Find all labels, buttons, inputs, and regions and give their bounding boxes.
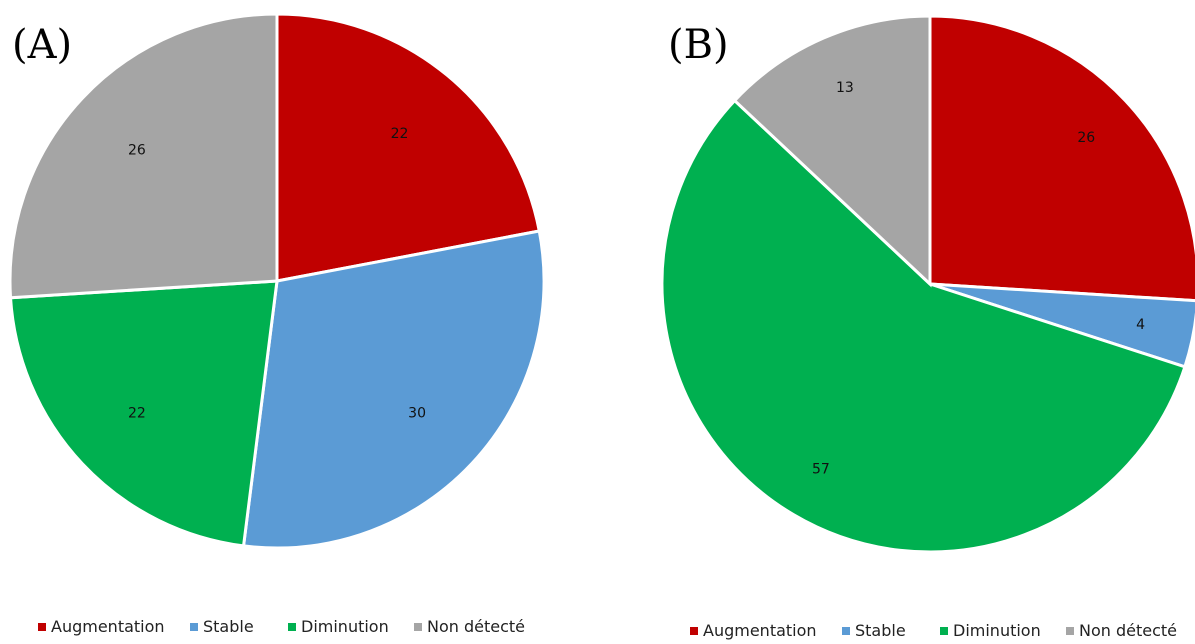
- legend-a: Augmentation Stable Diminution Non détecté: [38, 617, 525, 636]
- legend-swatch-non-detecte: [1066, 627, 1074, 635]
- legend-label-stable: Stable: [855, 621, 906, 640]
- data-label-non-detecte: 13: [836, 80, 854, 96]
- legend-swatch-stable: [842, 627, 850, 635]
- legend-label-diminution: Diminution: [301, 617, 389, 636]
- slice-augmentation: [275, 12, 542, 283]
- panel-label-a: (A): [12, 22, 72, 68]
- legend-swatch-stable: [190, 623, 198, 631]
- legend-swatch-diminution: [940, 627, 948, 635]
- legend-swatch-non-detecte: [414, 623, 422, 631]
- legend-label-non-detecte: Non détecté: [1079, 621, 1177, 640]
- legend-label-non-detecte: Non détecté: [427, 617, 525, 636]
- data-label-diminution: 22: [128, 406, 146, 422]
- panel-label-b: (B): [668, 22, 729, 68]
- legend-label-augmentation: Augmentation: [703, 621, 817, 640]
- data-label-augmentation: 26: [1077, 130, 1095, 146]
- data-label-diminution: 57: [812, 462, 830, 478]
- pie-chart-b: (B) 26 4 57 13 Augmentation Stable Diminution…: [660, 14, 1195, 640]
- legend-label-stable: Stable: [203, 617, 254, 636]
- pie-chart-a: (A) 22 30 22 26 Augmentation Stable Diminutio…: [8, 12, 546, 636]
- legend-label-diminution: Diminution: [953, 621, 1041, 640]
- legend-b: Augmentation Stable Diminution Non détecté: [690, 621, 1177, 640]
- legend-swatch-diminution: [288, 623, 296, 631]
- slice-stable: [241, 229, 546, 550]
- slice-non-detecte: [8, 12, 279, 300]
- slice-non-detecte: [732, 14, 932, 288]
- data-label-stable: 30: [408, 406, 426, 422]
- legend-label-augmentation: Augmentation: [51, 617, 165, 636]
- legend-swatch-augmentation: [38, 623, 46, 631]
- data-label-augmentation: 22: [391, 126, 409, 142]
- slice-augmentation: [928, 14, 1195, 303]
- data-label-non-detecte: 26: [128, 142, 146, 158]
- data-label-stable: 4: [1136, 317, 1145, 333]
- slice-diminution: [660, 98, 1187, 554]
- slice-diminution: [8, 279, 279, 548]
- legend-swatch-augmentation: [690, 627, 698, 635]
